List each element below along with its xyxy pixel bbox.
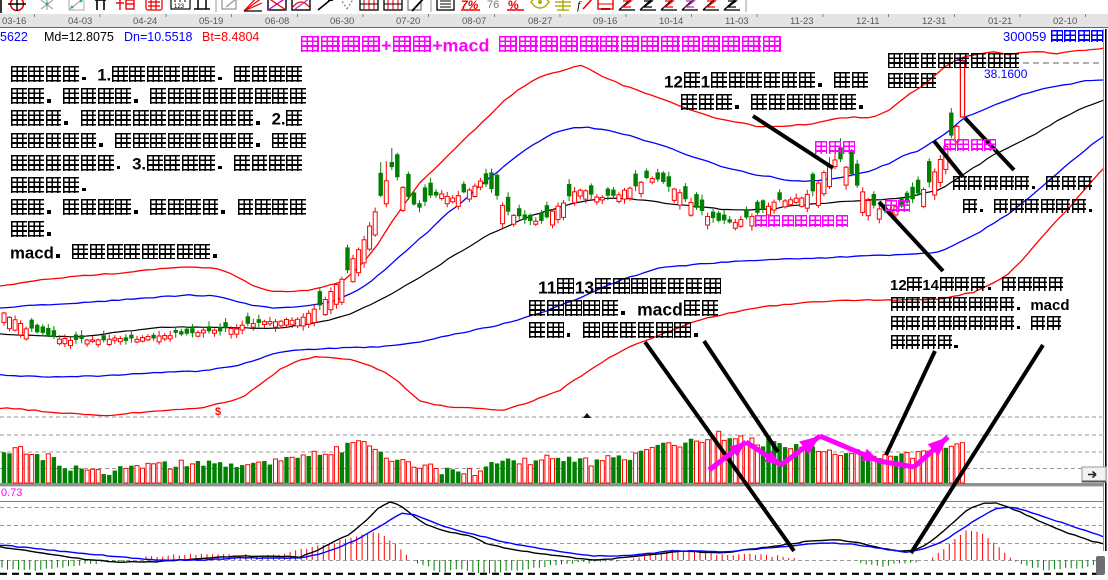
svg-text:f: f <box>577 0 582 12</box>
svg-text:$: $ <box>215 406 221 418</box>
svg-text:123: 123 <box>174 4 185 10</box>
svg-text:76: 76 <box>487 0 499 11</box>
svg-text:7%: 7% <box>461 0 479 12</box>
svg-text:%: % <box>508 0 519 12</box>
